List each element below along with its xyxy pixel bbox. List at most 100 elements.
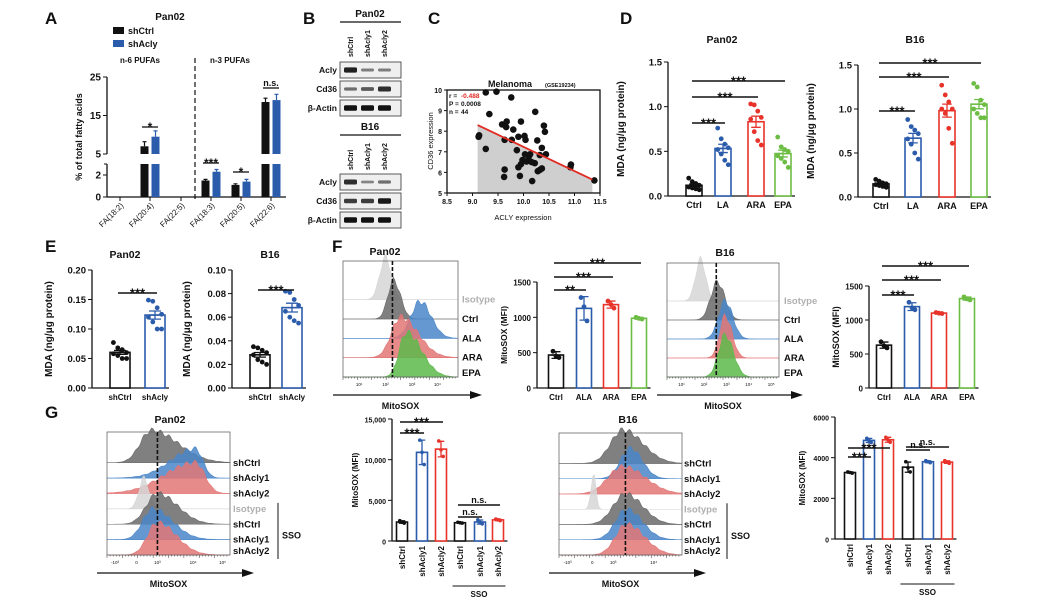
flow-histogram-B16: Isotype Ctrl ALA ARA EPA 10¹ 10² 10³ 10⁴ 10⁵ MitoS… <box>657 247 817 411</box>
data-point <box>115 345 121 351</box>
x-tick-label: Ctrl <box>873 201 889 211</box>
chart-G-Pan02: 0 5,000 10,000 15,000 MitoSOX (MFI) shCtrl shA… <box>351 415 508 599</box>
significance-label: * <box>148 120 153 134</box>
data-point <box>751 129 757 135</box>
data-point <box>974 84 980 90</box>
y-tick-label: 0 <box>859 385 864 394</box>
group-label: SSO <box>731 531 750 541</box>
track-label: ARA <box>784 353 805 364</box>
blot-strip <box>339 173 402 191</box>
significance-label: *** <box>889 104 905 119</box>
y-tick-label: 0.0 <box>649 192 662 203</box>
data-point <box>522 136 529 144</box>
track-label: shCtrl <box>684 520 711 531</box>
blot-title: Pan02 <box>355 9 385 20</box>
y-tick-label: 1.5 <box>839 61 853 72</box>
error-bar <box>285 302 299 313</box>
data-point <box>159 326 165 332</box>
protein-band <box>344 67 357 73</box>
data-point <box>912 150 918 156</box>
bar <box>602 303 620 389</box>
y-tick-label: 500 <box>518 349 532 358</box>
bar <box>434 448 448 542</box>
y-tick-label: 2000 <box>813 497 829 504</box>
data-point <box>978 115 984 121</box>
x-tick-label: shAcly2 <box>494 545 503 576</box>
data-point <box>850 471 854 475</box>
data-point <box>550 348 556 354</box>
bar <box>151 136 160 154</box>
x-tick-label: Ctrl <box>549 393 563 402</box>
y-axis-label: MDA (ng/μg protein) <box>182 281 193 377</box>
data-point <box>513 146 521 154</box>
data-point <box>778 156 784 161</box>
data-point <box>886 437 890 442</box>
x-tick-label: FA(18:2) <box>97 201 125 229</box>
y-tick-label: 1.5 <box>649 58 663 69</box>
bar <box>875 344 893 389</box>
data-point <box>501 166 508 173</box>
group-label: SSO <box>919 588 936 597</box>
x-tick-label: ALA <box>576 393 593 402</box>
error-bar <box>263 97 268 103</box>
chart-title: Pan02 <box>155 12 185 23</box>
error-bar <box>253 351 267 358</box>
x-tick-label: -10³ <box>564 560 573 565</box>
significance-label: *** <box>404 426 420 441</box>
significance-label: *** <box>922 56 938 71</box>
significance-label: *** <box>590 256 606 271</box>
y-tick-label: 0.5 <box>649 147 663 158</box>
data-point <box>611 305 617 311</box>
y-axis-label: CD36 expression <box>426 112 435 170</box>
protein-band <box>344 87 357 91</box>
chart-F-B16: 0 500 1000 1500 MitoSOX (MFI) Ctrl ALA ARA EPA **… <box>831 259 979 402</box>
x-tick-label: 10¹ <box>678 382 685 387</box>
y-tick-label: 15,000 <box>365 418 387 425</box>
x-tick-label: ALA <box>904 393 921 402</box>
protein-band <box>361 198 374 204</box>
track-label: shCtrl <box>684 459 711 470</box>
error-bar <box>941 103 953 118</box>
error-bar <box>274 93 279 101</box>
flow-histogram-B16: shCtrlshAcly1shAcly2IsotypeshCtrlshAcly1… <box>549 414 750 589</box>
legend-swatch <box>113 40 124 47</box>
data-point <box>718 136 724 142</box>
track-label: ALA <box>462 333 482 344</box>
x-tick-label: EPA <box>631 393 647 402</box>
x-tick-label: FA(20:4) <box>127 201 155 229</box>
y-tick-label: 0.05 <box>68 354 87 365</box>
data-point <box>154 326 160 332</box>
legend-label: shAcly <box>128 39 158 49</box>
histogram-track <box>106 460 231 494</box>
stat-n-value: 44 <box>461 109 469 116</box>
data-point <box>159 311 165 317</box>
data-point <box>785 148 791 154</box>
data-point <box>947 461 951 466</box>
bar <box>491 519 505 542</box>
x-tick-label: -10³ <box>111 560 120 565</box>
chart-title: Melanoma <box>488 79 533 89</box>
x-tick-label: shAcly1 <box>924 543 933 574</box>
x-tick-label: 10.0 <box>517 199 531 206</box>
data-point <box>915 156 921 162</box>
data-point <box>503 118 510 125</box>
bar <box>547 354 565 389</box>
data-point <box>912 307 918 313</box>
data-point <box>778 144 784 150</box>
blot-row-label: Cd36 <box>316 196 337 206</box>
data-point <box>915 131 921 137</box>
data-point <box>978 97 984 103</box>
data-point <box>912 127 918 133</box>
chart-title: B16 <box>260 249 279 261</box>
data-point <box>255 357 261 363</box>
data-point <box>538 144 546 152</box>
y-tick-label: 0 <box>382 540 386 547</box>
y-tick-label: 500 <box>850 351 864 360</box>
bar <box>938 109 956 198</box>
y-tick-label: 8 <box>438 129 442 136</box>
x-tick-label: shAcly1 <box>418 545 427 576</box>
bar <box>272 100 281 154</box>
significance-label: *** <box>861 441 877 456</box>
bar <box>921 460 935 540</box>
